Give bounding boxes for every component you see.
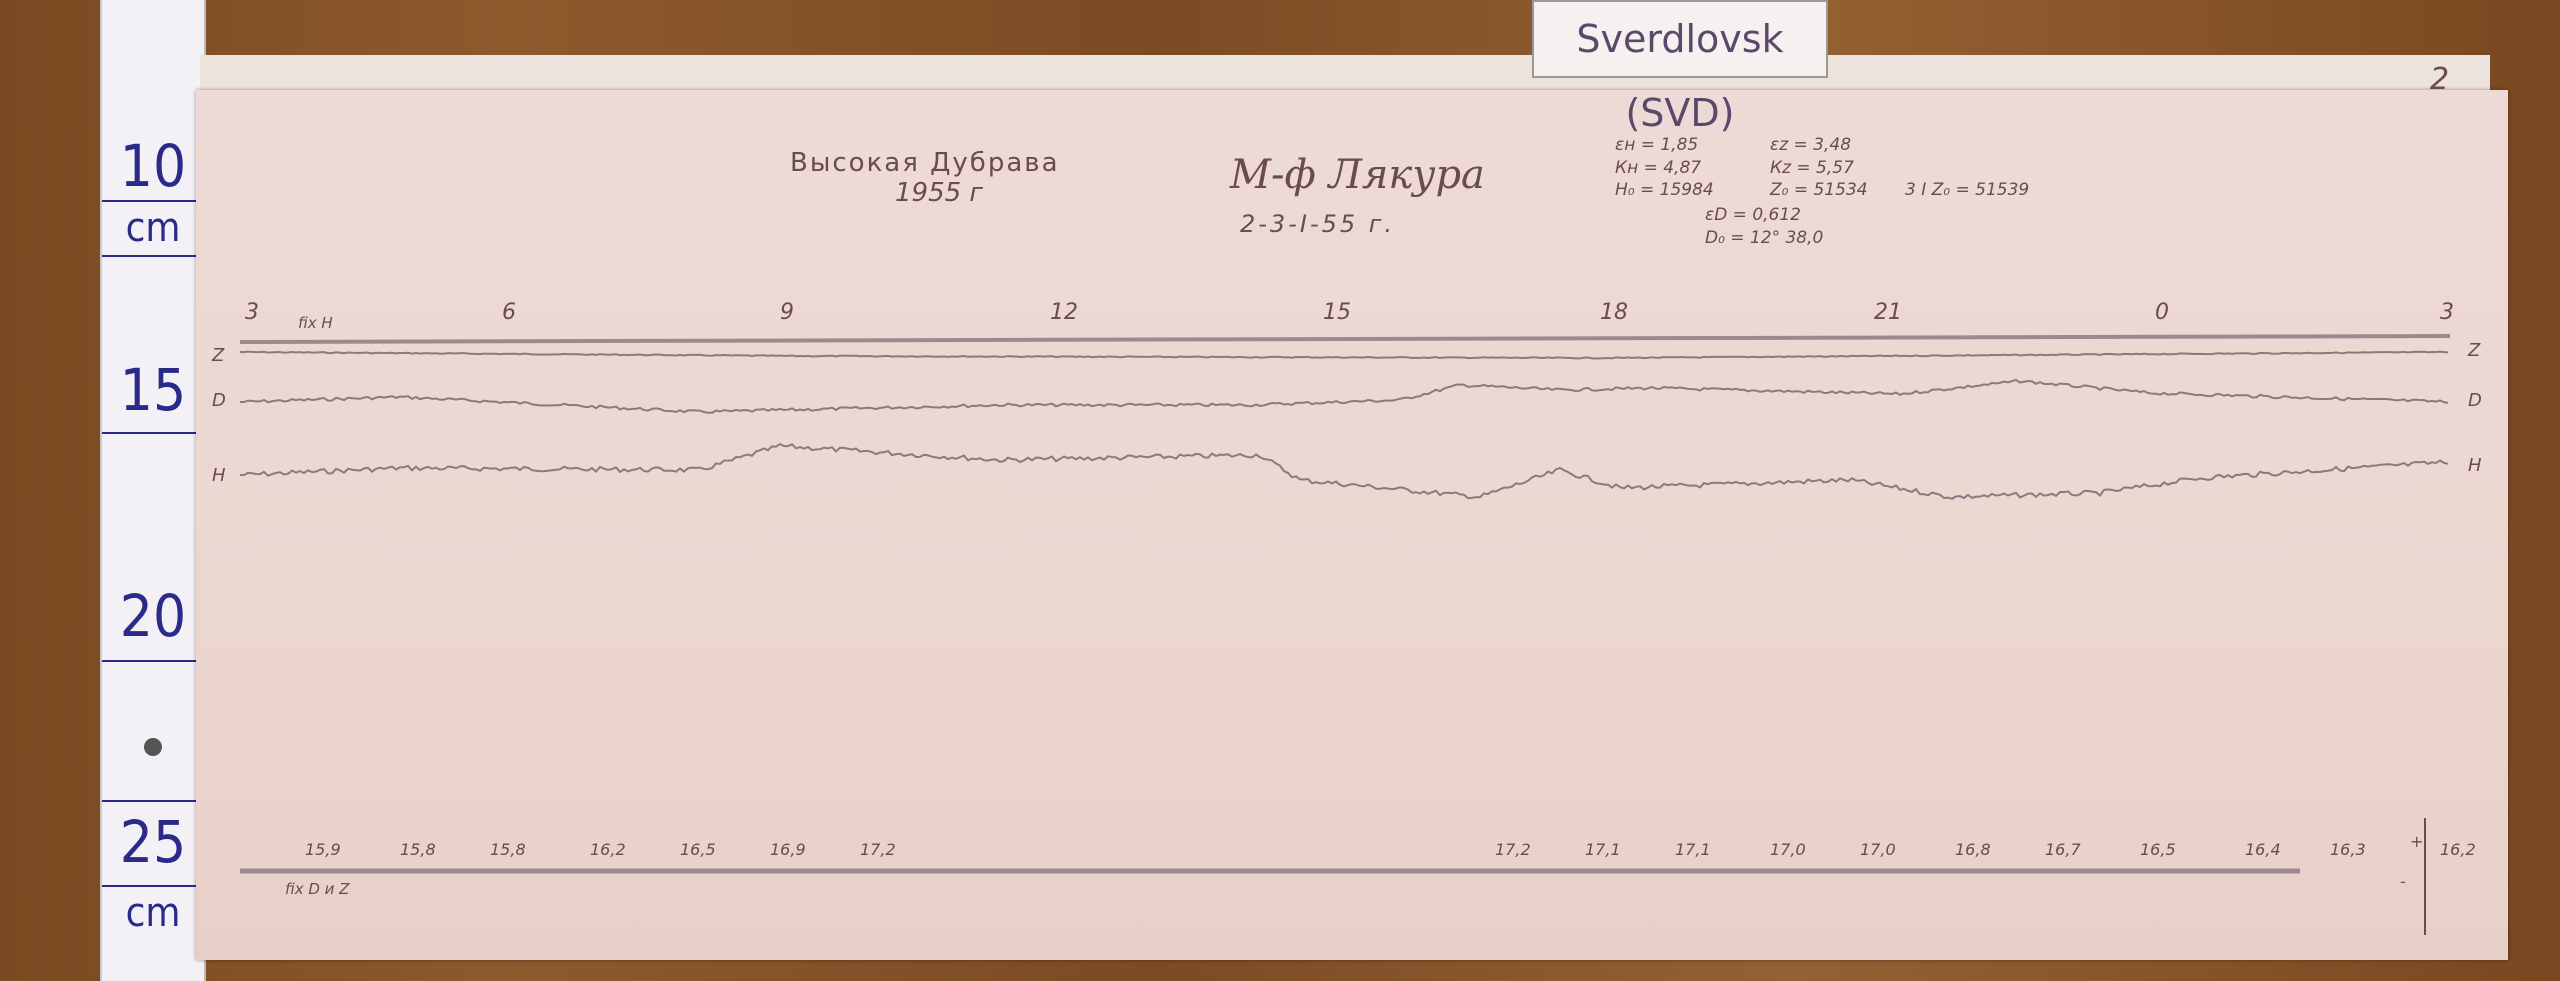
magnetogram-sheet	[196, 90, 2508, 960]
temperature-reading: 16,9	[770, 840, 806, 859]
backing-strip	[200, 55, 2490, 95]
trace-d	[239, 378, 2449, 414]
temperature-reading: 17,0	[1860, 840, 1896, 859]
trace-h	[239, 442, 2449, 500]
ruler: 10 cm 15 20 25 cm	[100, 0, 206, 981]
hour-mark: 3	[2440, 300, 2454, 325]
const-d0: D₀ = 12° 38,0	[1705, 228, 1824, 248]
hour-mark: 3	[245, 300, 259, 325]
ruler-mark-15: 15	[119, 356, 187, 424]
const-eps-z: εz = 3,48	[1770, 135, 1852, 155]
const-z0: Z₀ = 51534	[1770, 180, 1868, 200]
ruler-unit-bottom: cm	[125, 890, 181, 936]
ruler-mark-10: 10	[119, 132, 187, 200]
temperature-reading: 17,2	[860, 840, 896, 859]
trace-label-z-right: Z	[2468, 340, 2481, 361]
hour-mark: 21	[1874, 300, 1902, 325]
fix-dz-note: fix D и Z	[285, 880, 350, 898]
temperature-reading: 16,4	[2245, 840, 2281, 859]
const-k-z: Кz = 5,57	[1770, 158, 1854, 178]
temperature-reading: 16,7	[2045, 840, 2081, 859]
temperature-reading: 16,3	[2330, 840, 2366, 859]
temperature-reading: 16,8	[1955, 840, 1991, 859]
temperature-reading: 17,1	[1585, 840, 1621, 859]
hour-mark: 9	[780, 300, 794, 325]
baseline-top	[239, 334, 2451, 344]
const-z0-alt: 3 I Z₀ = 51539	[1905, 180, 2030, 200]
const-h0: H₀ = 15984	[1615, 180, 1714, 200]
hour-mark: 12	[1050, 300, 1078, 325]
temperature-reading: 15,9	[305, 840, 341, 859]
const-k-h: Кн = 4,87	[1615, 158, 1702, 178]
temperature-reading: 17,0	[1770, 840, 1806, 859]
fix-h-note: fix H	[298, 314, 333, 332]
trace-label-d-right: D	[2468, 390, 2482, 411]
ruler-hole	[144, 738, 162, 756]
temperature-reading: 17,1	[1675, 840, 1711, 859]
trace-label-d-left: D	[212, 390, 226, 411]
const-eps-h: εн = 1,85	[1615, 135, 1699, 155]
trace-label-h-left: H	[212, 465, 226, 486]
year: 1955 г	[895, 178, 984, 208]
const-eps-d: εD = 0,612	[1705, 205, 1801, 225]
temperature-reading: 15,8	[490, 840, 526, 859]
page-number: 2	[2430, 62, 2450, 97]
instrument-name: М-ф Лякура	[1230, 152, 1485, 198]
temperature-reading: 16,5	[680, 840, 716, 859]
hour-mark: 15	[1323, 300, 1351, 325]
hour-mark: 0	[2155, 300, 2169, 325]
record-date: 2-3-I-55 г.	[1240, 210, 1396, 238]
temperature-reading: 15,8	[400, 840, 436, 859]
ruler-unit: cm	[125, 205, 181, 251]
trace-z	[239, 350, 2449, 360]
temperature-reading: 16,2	[2440, 840, 2476, 859]
hour-mark: 6	[502, 300, 516, 325]
scale-plus: +	[2410, 832, 2424, 851]
temperature-reading: 16,2	[590, 840, 626, 859]
temperature-reading: 17,2	[1495, 840, 1531, 859]
trace-label-h-right: H	[2468, 455, 2482, 476]
trace-label-z-left: Z	[212, 345, 225, 366]
ruler-mark-25: 25	[119, 808, 187, 876]
hour-mark: 18	[1600, 300, 1628, 325]
observatory-name: Высокая Дубрава	[790, 148, 1060, 178]
temperature-reading: 16,5	[2140, 840, 2176, 859]
scale-minus: -	[2400, 872, 2406, 891]
station-label: Sverdlovsk (SVD)	[1532, 0, 1828, 135]
ruler-mark-20: 20	[119, 582, 187, 650]
